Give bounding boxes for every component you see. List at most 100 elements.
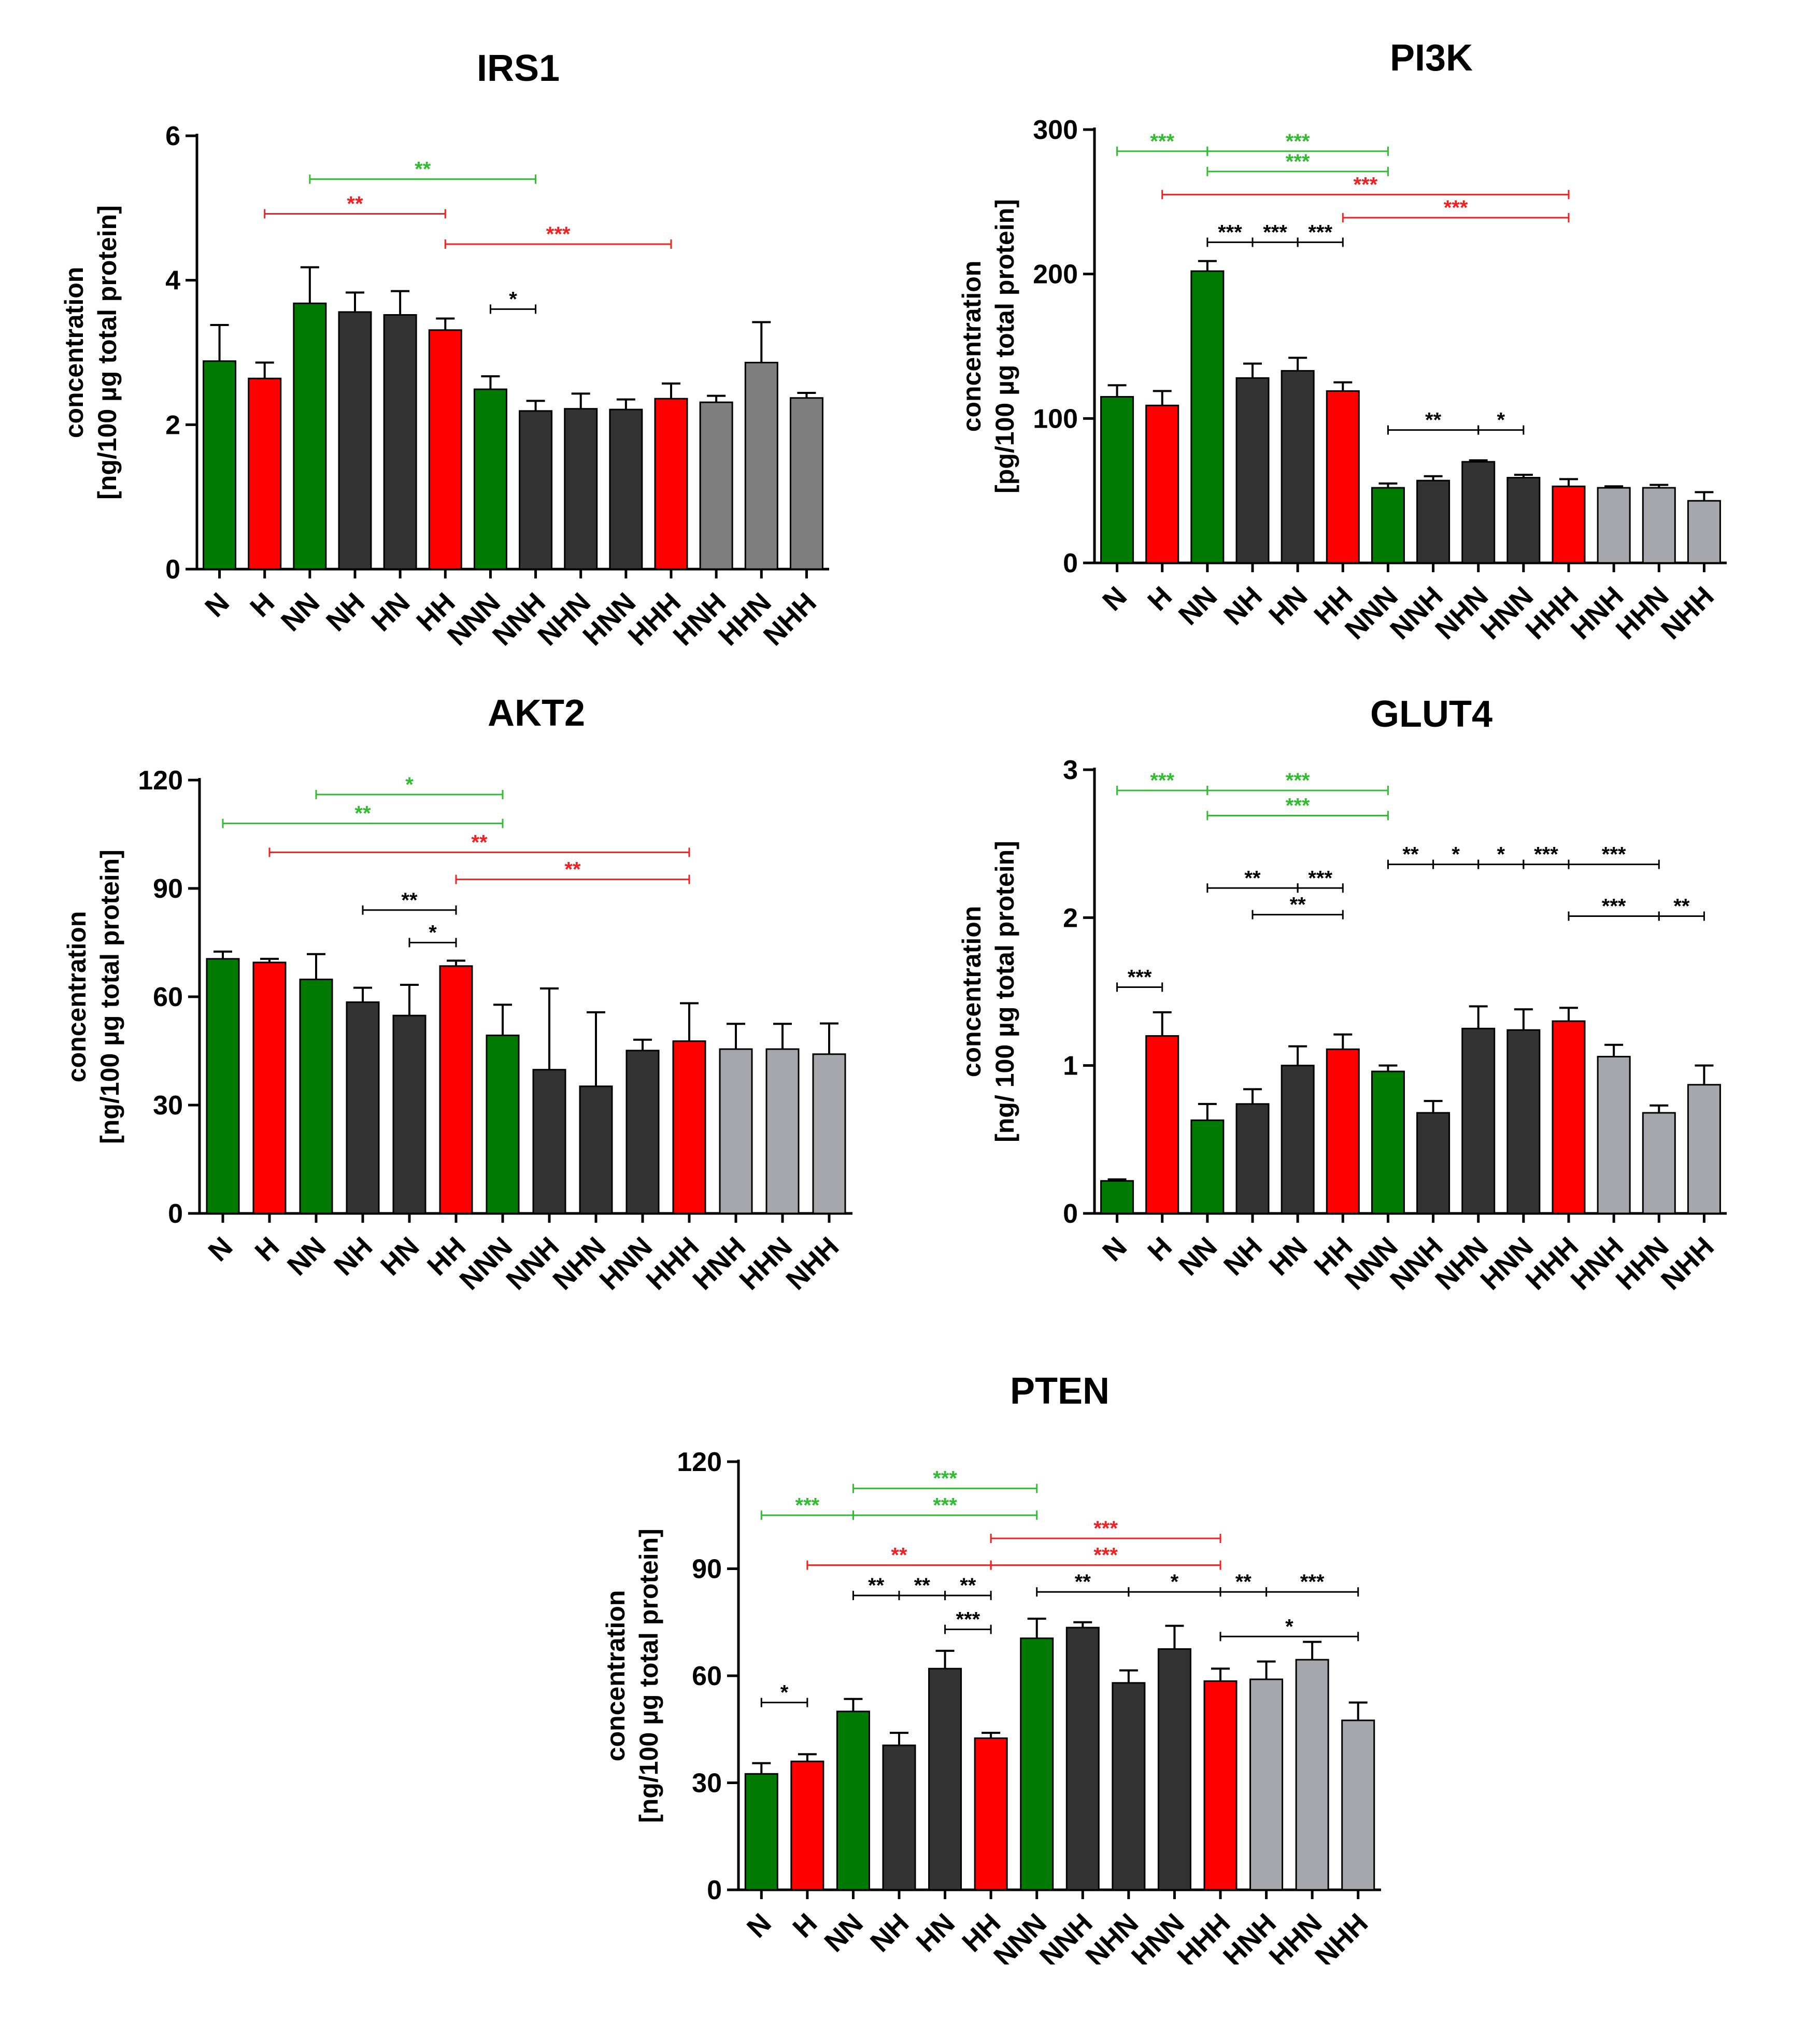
x-tick-label: H (249, 1231, 285, 1267)
x-tick-label: N (1097, 581, 1133, 617)
bar-n (206, 958, 240, 1214)
bar-hn (928, 1667, 962, 1891)
bar-hh (974, 1737, 1008, 1891)
y-tick-label: 0 (1063, 1199, 1078, 1229)
bar-nnn (1371, 487, 1405, 564)
bar-nhn (564, 408, 598, 570)
significance-label: ** (354, 802, 371, 825)
bar-nhh (812, 1053, 846, 1214)
y-tick-label: 120 (138, 766, 183, 796)
chart-title: PTEN (1010, 1370, 1110, 1412)
bar-nh (882, 1744, 916, 1891)
significance-label: *** (1308, 867, 1332, 889)
significance-label: ** (1075, 1571, 1091, 1593)
bar-n (1100, 396, 1134, 564)
bar-nn (836, 1710, 870, 1891)
x-tick-label: N (1097, 1231, 1133, 1267)
significance-label: *** (1534, 843, 1558, 866)
x-tick-label: NHN (547, 1231, 612, 1296)
bar-hnh (1597, 1056, 1631, 1214)
bar-nnh (1416, 1112, 1451, 1214)
x-tick-label: NHH (758, 587, 822, 652)
y-axis-label: concentration [ng/100 µg total protein] (62, 850, 124, 1144)
y-tick-label: 0 (707, 1875, 722, 1905)
bar-nhn (1461, 461, 1496, 564)
y-axis-label-line2: [ng/ 100 µg total protein] (990, 841, 1019, 1142)
x-tick-label: HHH (640, 1231, 705, 1296)
bar-nn (1190, 1119, 1225, 1214)
y-tick-label: 90 (153, 874, 183, 904)
significance-label: * (1497, 409, 1505, 432)
x-tick-label: H (1142, 1231, 1178, 1267)
significance-label: *** (933, 1494, 957, 1517)
y-tick-label: 120 (677, 1447, 722, 1477)
bar-nnn (486, 1035, 520, 1214)
significance-label: * (1285, 1615, 1293, 1638)
x-tick-label: NH (328, 1231, 379, 1282)
y-axis-label-line2: [ng/100 µg total protein] (93, 205, 122, 500)
significance-label: * (780, 1681, 789, 1704)
bar-hh (439, 965, 473, 1214)
x-tick-label: NNH (500, 1231, 565, 1296)
significance-label: ** (1673, 895, 1690, 917)
significance-label: ** (471, 831, 488, 854)
bar-nhh (1341, 1719, 1375, 1891)
bar-hhn (765, 1048, 800, 1214)
bar-nn (299, 979, 333, 1214)
y-tick-label: 6 (165, 121, 180, 151)
bar-hnn (625, 1050, 660, 1214)
x-tick-label: NHH (780, 1231, 845, 1296)
y-axis-label-line1: concentration (957, 906, 986, 1078)
significance-label: *** (1093, 1544, 1118, 1567)
significance-label: *** (1286, 150, 1310, 173)
bar-h (248, 377, 282, 570)
bar-hhn (1642, 1112, 1676, 1214)
y-tick-label: 1 (1063, 1051, 1078, 1081)
y-axis-label: concentration [ng/ 100 µg total protein] (957, 841, 1019, 1142)
bar-nnh (1065, 1627, 1100, 1891)
bar-nhn (1461, 1027, 1496, 1214)
bar-n (744, 1773, 778, 1891)
bar-nh (1235, 1103, 1270, 1214)
bar-hhh (672, 1040, 706, 1214)
x-tick-label: HN (910, 1907, 961, 1958)
x-tick-label: NN (818, 1907, 869, 1958)
x-tick-label: NN (281, 1231, 332, 1282)
bar-nhn (579, 1085, 613, 1214)
x-tick-label: N (199, 587, 235, 623)
bar-hnn (609, 408, 643, 570)
significance-label: * (429, 922, 437, 944)
x-tick-label: H (787, 1907, 823, 1944)
y-tick-label: 200 (1033, 260, 1078, 290)
significance-label: ** (415, 158, 431, 181)
bar-hhh (1203, 1680, 1238, 1891)
significance-label: * (509, 288, 517, 310)
bar-nhh (1687, 500, 1721, 564)
bar-nh (1235, 377, 1270, 564)
chart-title: AKT2 (488, 692, 585, 734)
x-tick-label: HN (375, 1231, 425, 1282)
x-tick-label: NN (1173, 581, 1224, 631)
y-tick-label: 0 (1063, 548, 1078, 578)
bar-hnh (1249, 1678, 1284, 1891)
significance-label: ** (1425, 409, 1442, 432)
bar-hhh (654, 398, 688, 570)
bar-nnh (519, 410, 553, 570)
bar-hnn (1506, 1029, 1541, 1214)
bar-hhh (1552, 1020, 1586, 1214)
y-axis-label: concentration [pg/100 µg total protein] (957, 199, 1019, 493)
significance-label: ** (891, 1544, 907, 1567)
significance-label: ** (914, 1574, 931, 1597)
x-tick-label: N (202, 1231, 238, 1267)
y-tick-label: 60 (153, 982, 183, 1012)
bar-hnn (1157, 1648, 1191, 1891)
bar-nnn (1371, 1070, 1405, 1214)
significance-label: *** (1354, 173, 1378, 196)
x-tick-label: HN (365, 587, 416, 638)
significance-label: *** (1602, 843, 1626, 866)
y-axis-label-line2: [ng/100 µg total protein] (634, 1529, 663, 1823)
irs1-chart: IRS1 concentration [ng/100 µg total protei… (60, 48, 829, 652)
x-tick-label: HNH (687, 1231, 751, 1296)
bar-h (252, 962, 287, 1214)
akt2-chart: AKT2 concentration [ng/100 µg total protei… (62, 692, 852, 1296)
